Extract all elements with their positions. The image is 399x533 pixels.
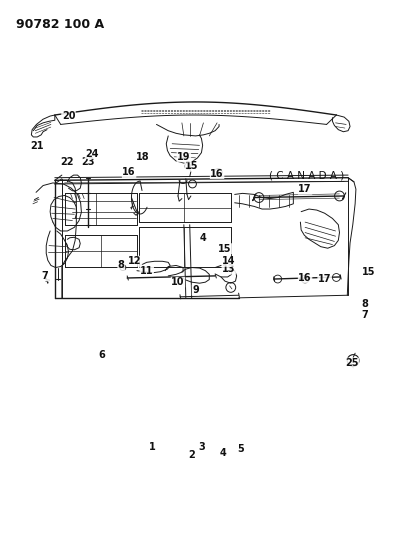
Text: 25: 25	[345, 358, 359, 368]
Text: ( C A N A D A ): ( C A N A D A )	[269, 170, 345, 180]
Text: 1: 1	[149, 442, 156, 451]
Text: 7: 7	[362, 310, 369, 320]
Text: 6: 6	[99, 350, 105, 360]
Text: 24: 24	[85, 149, 99, 159]
Text: 21: 21	[30, 141, 44, 151]
Text: 11: 11	[140, 265, 154, 276]
Text: 4: 4	[200, 233, 207, 243]
Text: 17: 17	[298, 184, 312, 194]
Text: 18: 18	[136, 152, 150, 162]
Text: 19: 19	[177, 152, 191, 162]
Text: 15: 15	[218, 244, 232, 254]
Text: 23: 23	[81, 157, 95, 167]
Text: 5: 5	[237, 445, 244, 454]
Text: 8: 8	[118, 261, 125, 270]
Text: 15: 15	[185, 161, 198, 171]
Text: 3: 3	[198, 442, 205, 451]
Text: 16: 16	[298, 273, 312, 283]
Text: 10: 10	[171, 277, 185, 287]
Text: 22: 22	[60, 157, 73, 167]
Text: 4: 4	[219, 448, 226, 458]
Text: 15: 15	[362, 266, 375, 277]
Text: 16: 16	[210, 168, 224, 179]
Text: 20: 20	[62, 111, 75, 121]
Text: 7: 7	[41, 271, 48, 281]
Text: 2: 2	[188, 449, 195, 459]
Text: 13: 13	[222, 264, 235, 274]
Text: 12: 12	[128, 256, 142, 266]
Text: 90782 100 A: 90782 100 A	[16, 19, 104, 31]
Text: 9: 9	[192, 285, 199, 295]
Text: 14: 14	[222, 256, 235, 266]
Text: 16: 16	[122, 167, 136, 177]
Text: 17: 17	[318, 274, 332, 284]
Text: 8: 8	[362, 299, 369, 309]
